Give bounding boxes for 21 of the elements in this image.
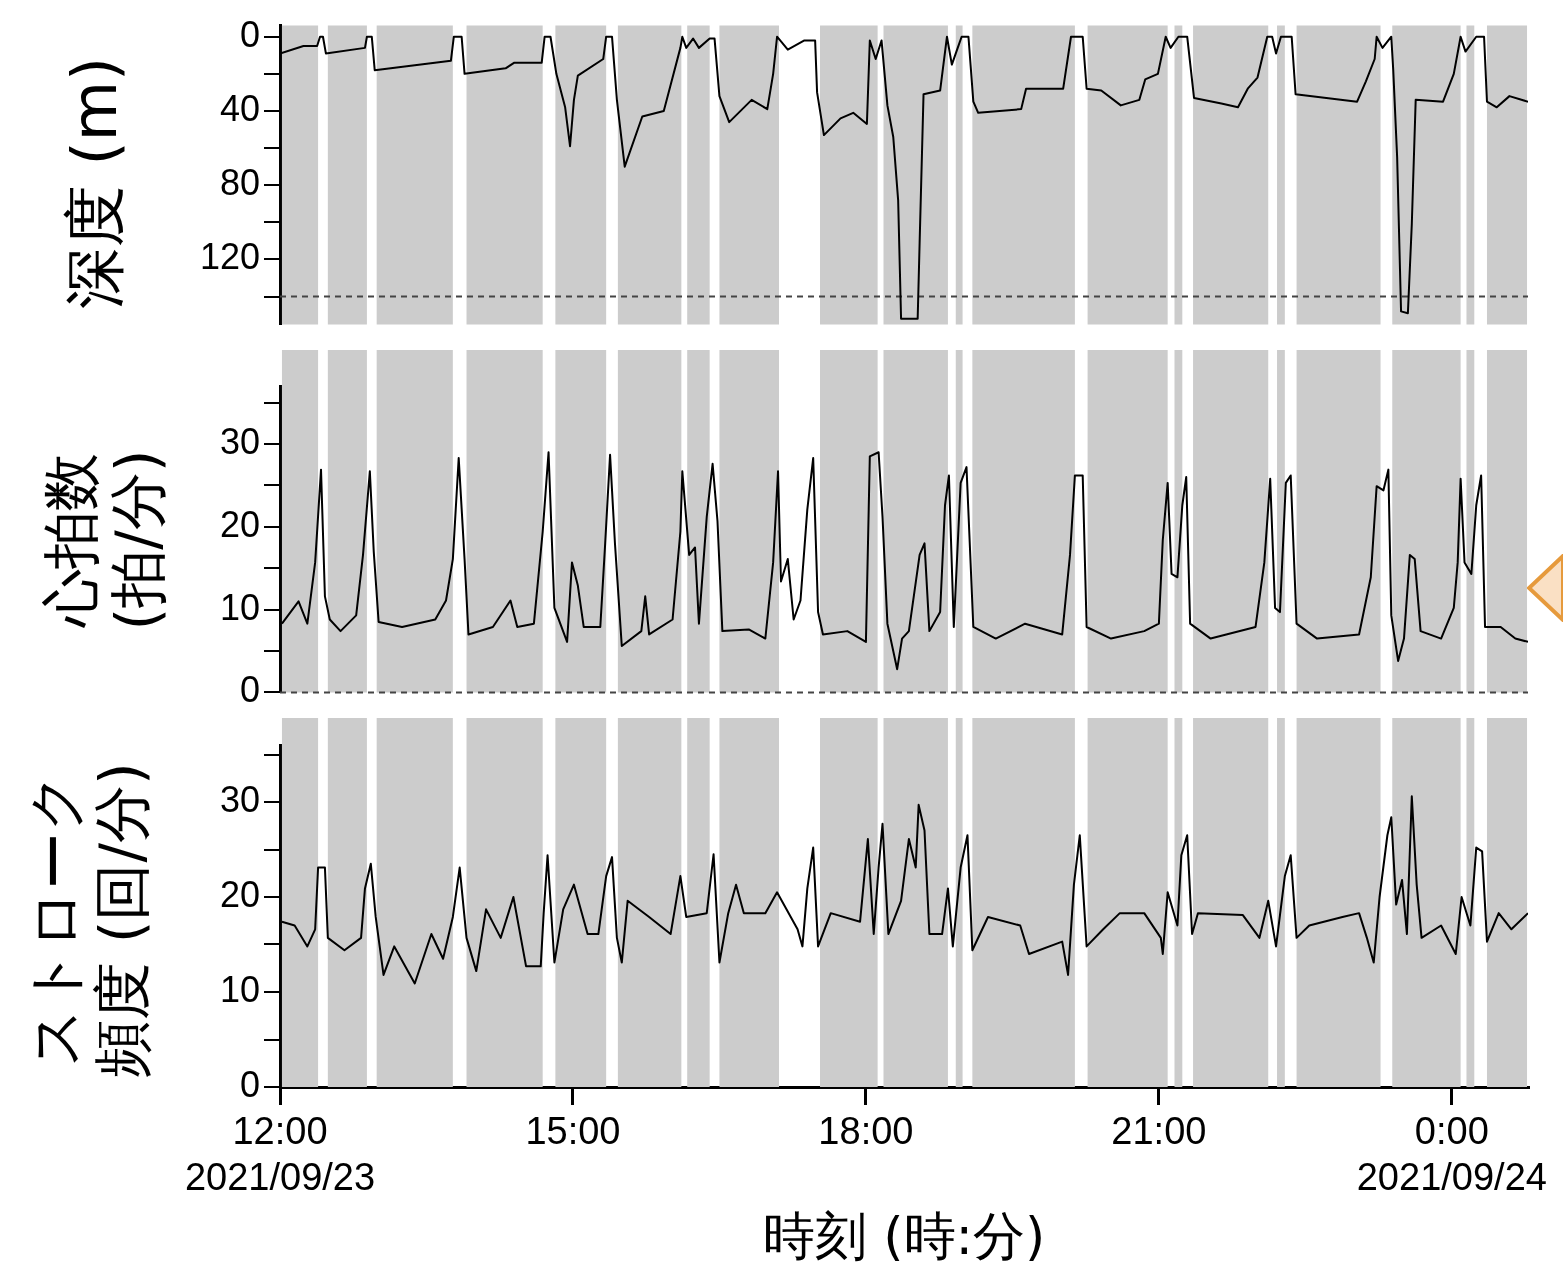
y-axis-title: ストローク頻度 (回/分): [20, 761, 155, 1080]
y-tick-label: 30: [219, 778, 260, 820]
y-axis-title: 深度 (m): [58, 55, 132, 312]
y-tick-label: 40: [219, 87, 260, 129]
y-tick-label: 0: [239, 13, 260, 55]
y-tick-label: 10: [219, 968, 260, 1010]
y-tick-label: 120: [199, 236, 260, 278]
y-axis-title: 心拍数 (拍/分): [37, 448, 172, 633]
y-tick-label: 10: [219, 586, 260, 628]
y-tick-label: 30: [219, 420, 260, 462]
x-tick-label: 18:00: [818, 1110, 914, 1153]
x-axis-title: 時刻 (時:分): [762, 1206, 1046, 1267]
x-tick-label: 15:00: [525, 1110, 621, 1153]
y-tick-label: 80: [219, 162, 260, 204]
x-tick-label: 12:00 2021/09/23: [184, 1110, 376, 1198]
y-tick-label: 0: [239, 1063, 260, 1105]
y-tick-label: 0: [239, 669, 260, 711]
x-tick-label: 0:00 2021/09/24: [1356, 1110, 1547, 1198]
x-tick-label: 21:00: [1111, 1110, 1207, 1153]
y-tick-label: 20: [219, 503, 260, 545]
y-tick-label: 20: [219, 873, 260, 915]
